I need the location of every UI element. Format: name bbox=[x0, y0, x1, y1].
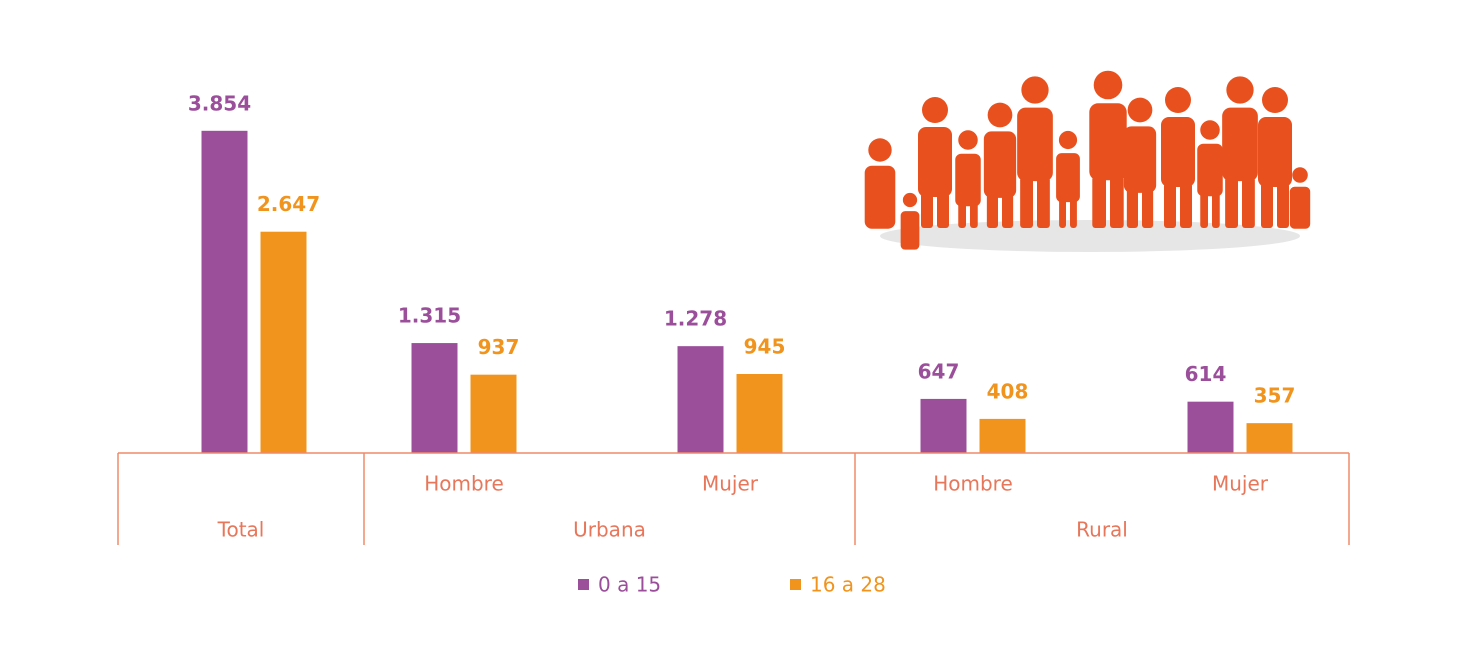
person-body bbox=[900, 211, 920, 250]
person-leg bbox=[1261, 183, 1273, 228]
person-leg bbox=[958, 202, 966, 228]
bar bbox=[1187, 401, 1234, 453]
bar bbox=[1246, 423, 1293, 453]
person-leg bbox=[1180, 183, 1192, 228]
person-head bbox=[1262, 87, 1288, 113]
group-label: Total bbox=[217, 518, 265, 542]
person-head bbox=[1200, 120, 1220, 140]
person-leg bbox=[1092, 176, 1106, 228]
value-label: 945 bbox=[744, 334, 786, 358]
x-tick-label: Mujer bbox=[1212, 472, 1269, 496]
group-label: Urbana bbox=[573, 518, 646, 542]
person-head bbox=[922, 97, 948, 123]
person-leg bbox=[867, 224, 878, 228]
person-leg bbox=[1037, 177, 1050, 228]
person-head bbox=[902, 192, 918, 208]
person-body bbox=[955, 153, 981, 207]
person-head bbox=[868, 138, 892, 162]
person-leg bbox=[1059, 198, 1066, 228]
person-body bbox=[1197, 143, 1223, 197]
person-body bbox=[1123, 126, 1157, 193]
value-label: 647 bbox=[918, 359, 960, 383]
person-leg bbox=[1142, 188, 1154, 228]
person-body bbox=[1222, 107, 1258, 182]
person-head bbox=[987, 102, 1013, 128]
person-body bbox=[918, 127, 952, 197]
legend-swatch bbox=[790, 579, 801, 590]
person-head bbox=[1165, 87, 1191, 113]
person-head bbox=[1021, 76, 1049, 104]
person-leg bbox=[1225, 177, 1238, 228]
group-label: Rural bbox=[1076, 518, 1128, 542]
person-leg bbox=[1212, 192, 1220, 228]
value-label: 1.278 bbox=[664, 307, 727, 331]
person-leg bbox=[882, 224, 893, 228]
bar bbox=[260, 231, 307, 453]
x-tick-label: Hombre bbox=[424, 472, 504, 496]
person-body bbox=[1017, 107, 1053, 182]
person-body bbox=[1289, 186, 1311, 229]
legend-label: 0 a 15 bbox=[598, 573, 661, 597]
person-body bbox=[1258, 117, 1292, 187]
person-head bbox=[1292, 167, 1308, 183]
value-label: 3.854 bbox=[188, 91, 251, 115]
x-tick-label: Mujer bbox=[702, 472, 759, 496]
person-leg bbox=[1277, 183, 1289, 228]
person-leg bbox=[1302, 224, 1308, 228]
person-leg bbox=[1002, 193, 1014, 228]
person-head bbox=[1093, 70, 1123, 100]
person-body bbox=[983, 131, 1017, 198]
bar bbox=[470, 374, 517, 453]
person-leg bbox=[1110, 176, 1124, 228]
person-body bbox=[864, 165, 896, 229]
bar bbox=[979, 418, 1026, 453]
person-leg bbox=[970, 202, 978, 228]
value-label: 937 bbox=[478, 335, 520, 359]
person-head bbox=[958, 130, 978, 150]
person-leg bbox=[1126, 188, 1138, 228]
bar bbox=[201, 130, 248, 453]
person-leg bbox=[1292, 224, 1298, 228]
people-illustration bbox=[864, 70, 1311, 252]
person-body bbox=[1089, 103, 1127, 181]
person-head bbox=[1058, 130, 1078, 150]
legend-swatch bbox=[578, 579, 589, 590]
value-label: 408 bbox=[987, 379, 1029, 403]
person-leg bbox=[986, 193, 998, 228]
person-head bbox=[1226, 76, 1254, 104]
bar bbox=[736, 373, 783, 453]
person-leg bbox=[1070, 198, 1077, 228]
person-leg bbox=[1020, 177, 1033, 228]
value-label: 1.315 bbox=[398, 304, 461, 328]
person-body bbox=[1056, 153, 1080, 203]
person-leg bbox=[937, 193, 949, 228]
person-leg bbox=[1242, 177, 1255, 228]
bar bbox=[411, 343, 458, 453]
value-label: 357 bbox=[1254, 384, 1296, 408]
bar bbox=[677, 346, 724, 453]
value-label: 2.647 bbox=[257, 192, 320, 216]
person-body bbox=[1161, 117, 1195, 187]
bar bbox=[920, 398, 967, 453]
x-tick-label: Hombre bbox=[933, 472, 1013, 496]
person-leg bbox=[921, 193, 933, 228]
person-head bbox=[1127, 97, 1153, 123]
shadow bbox=[880, 220, 1300, 252]
person-leg bbox=[1200, 192, 1208, 228]
person-leg bbox=[1164, 183, 1176, 228]
legend-label: 16 a 28 bbox=[810, 573, 886, 597]
value-label: 614 bbox=[1185, 362, 1227, 386]
